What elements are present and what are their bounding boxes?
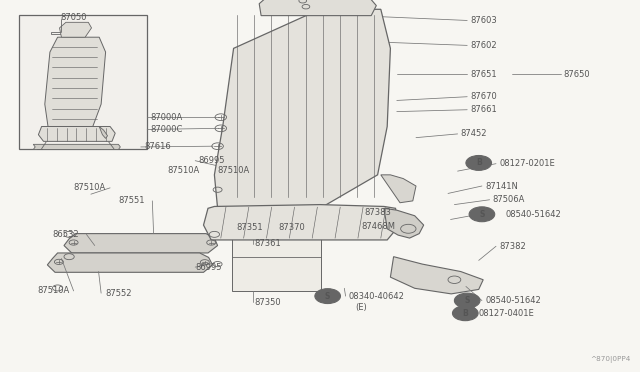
Circle shape xyxy=(469,207,495,222)
Text: 87510A: 87510A xyxy=(168,166,200,175)
Text: B: B xyxy=(476,158,481,167)
Text: 87468M: 87468M xyxy=(362,222,396,231)
Polygon shape xyxy=(47,253,212,272)
Bar xyxy=(232,228,321,291)
Polygon shape xyxy=(45,37,106,126)
Text: 87551: 87551 xyxy=(118,196,145,205)
Text: 08540-51642: 08540-51642 xyxy=(485,296,541,305)
Text: (E): (E) xyxy=(355,303,367,312)
Polygon shape xyxy=(99,126,108,138)
Text: 87452: 87452 xyxy=(461,129,487,138)
Text: 08127-0201E: 08127-0201E xyxy=(499,159,555,168)
Polygon shape xyxy=(384,208,424,238)
Text: 87370: 87370 xyxy=(278,223,305,232)
Bar xyxy=(51,32,70,34)
Bar xyxy=(19,15,147,149)
Text: 87361: 87361 xyxy=(255,239,282,248)
Polygon shape xyxy=(259,0,376,16)
Text: 87382: 87382 xyxy=(499,242,526,251)
Text: 87050: 87050 xyxy=(61,13,87,22)
Text: 87350: 87350 xyxy=(255,298,282,307)
Polygon shape xyxy=(204,205,398,240)
Text: 87141N: 87141N xyxy=(485,182,518,190)
Text: 87000A: 87000A xyxy=(150,113,182,122)
Text: 87000C: 87000C xyxy=(150,125,183,134)
Text: S: S xyxy=(465,296,470,305)
Text: 87650: 87650 xyxy=(563,70,590,79)
Text: 87510A: 87510A xyxy=(37,286,69,295)
Text: B: B xyxy=(463,309,468,318)
Text: 87510A: 87510A xyxy=(74,183,106,192)
Text: 08540-51642: 08540-51642 xyxy=(506,210,561,219)
Text: S: S xyxy=(325,292,330,301)
Circle shape xyxy=(454,293,480,308)
Text: 87351: 87351 xyxy=(237,223,264,232)
Circle shape xyxy=(466,155,492,170)
Circle shape xyxy=(452,306,478,321)
Text: 86532: 86532 xyxy=(52,230,79,239)
Text: 08340-40642: 08340-40642 xyxy=(349,292,404,301)
Text: 87506A: 87506A xyxy=(493,195,525,204)
Text: 87661: 87661 xyxy=(470,105,497,114)
Text: 87510A: 87510A xyxy=(218,166,250,175)
Polygon shape xyxy=(390,257,483,294)
Polygon shape xyxy=(60,22,92,37)
Text: 87616: 87616 xyxy=(144,142,171,151)
Text: 08127-0401E: 08127-0401E xyxy=(479,309,534,318)
Text: 87602: 87602 xyxy=(470,41,497,50)
Text: 86995: 86995 xyxy=(198,156,225,165)
Polygon shape xyxy=(64,234,218,253)
Polygon shape xyxy=(33,144,120,150)
Text: 87603: 87603 xyxy=(470,16,497,25)
Text: 87383: 87383 xyxy=(365,208,392,217)
Text: 87552: 87552 xyxy=(106,289,132,298)
Text: 86995: 86995 xyxy=(195,263,221,272)
Text: ^870|0PP4: ^870|0PP4 xyxy=(590,356,630,363)
Polygon shape xyxy=(38,126,115,141)
Polygon shape xyxy=(381,175,416,203)
Text: 87651: 87651 xyxy=(470,70,497,79)
Circle shape xyxy=(315,289,340,304)
Text: 87670: 87670 xyxy=(470,92,497,101)
Polygon shape xyxy=(214,9,390,208)
Text: S: S xyxy=(479,210,484,219)
